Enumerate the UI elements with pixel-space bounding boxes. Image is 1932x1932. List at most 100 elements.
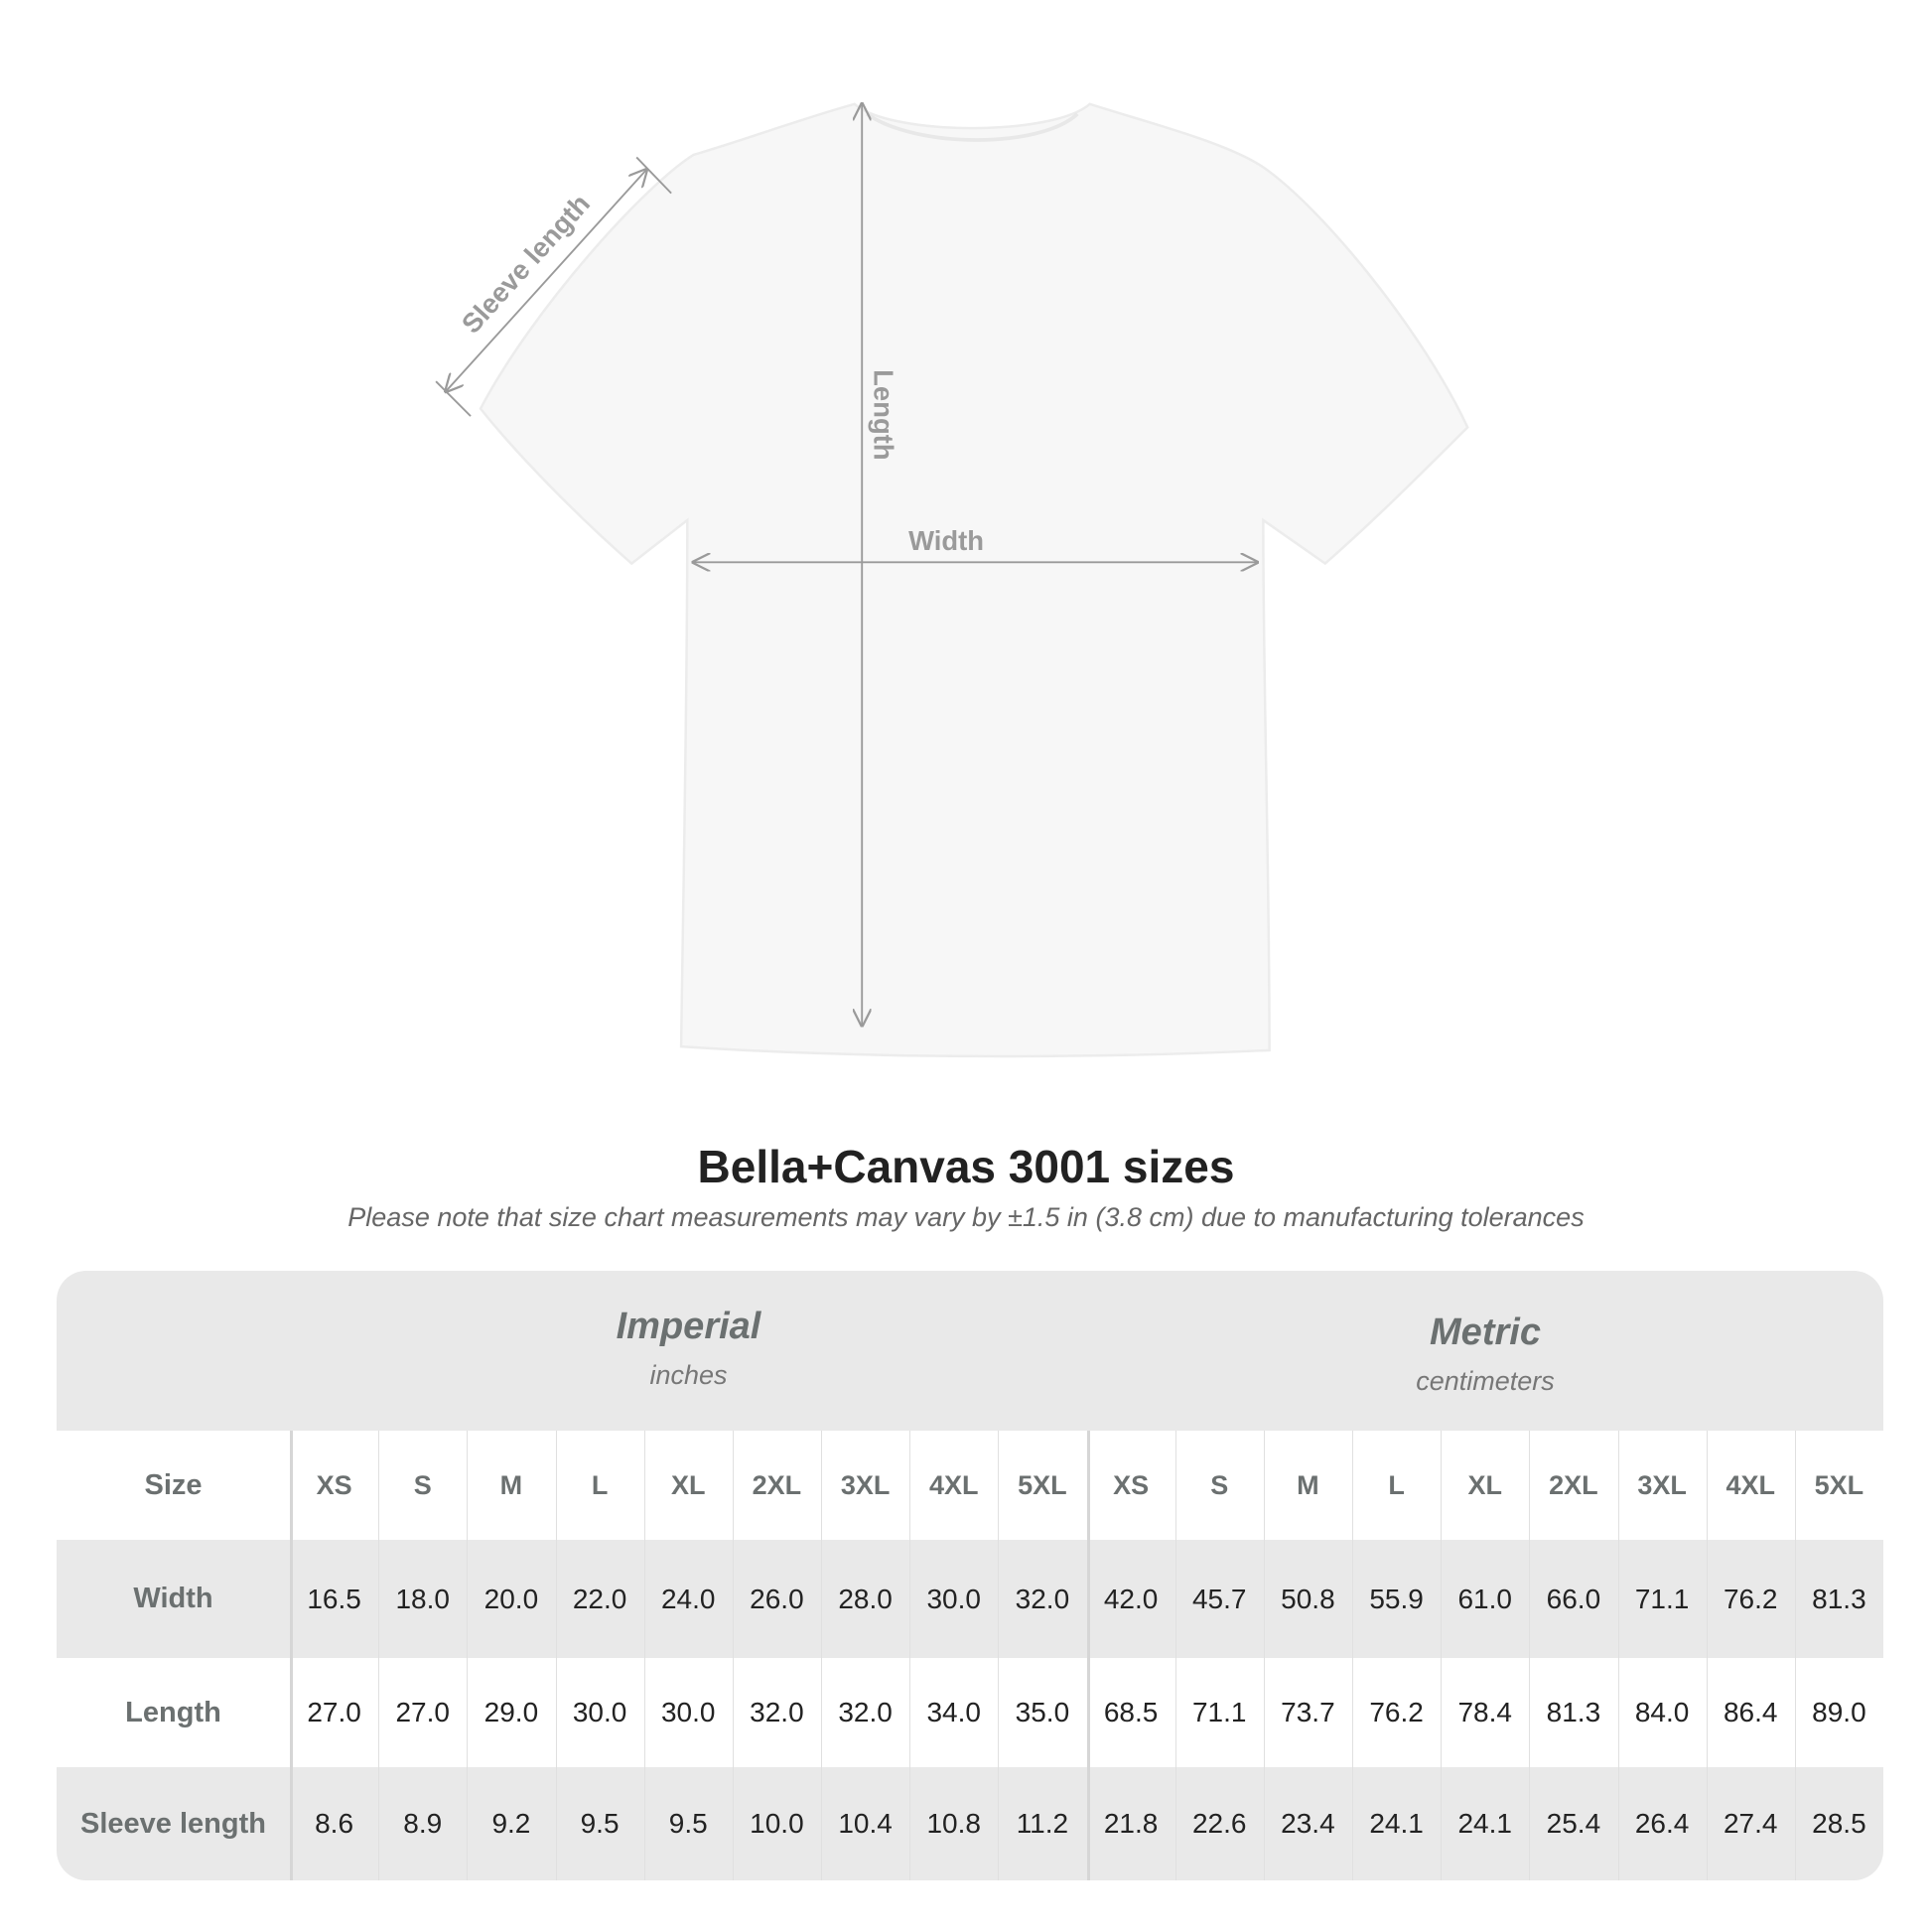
- size-header: L: [1388, 1469, 1405, 1500]
- table-cell: 81.3: [1812, 1583, 1866, 1614]
- size-header: 4XL: [928, 1469, 979, 1500]
- size-header: 3XL: [840, 1469, 891, 1500]
- table-cell: 10.8: [926, 1808, 981, 1839]
- table-cell: 27.0: [395, 1697, 450, 1727]
- size-header: S: [413, 1469, 432, 1500]
- group-unit: centimeters: [1416, 1366, 1555, 1396]
- table-cell: 71.1: [1634, 1583, 1690, 1614]
- group-imperial: Imperial inches: [290, 1306, 1087, 1391]
- column-divider: [821, 1431, 822, 1880]
- row-label-size: Size: [144, 1468, 203, 1501]
- row-band-width: [57, 1540, 1883, 1658]
- size-header: 2XL: [1549, 1469, 1598, 1500]
- table-cell: 8.6: [315, 1808, 354, 1839]
- table-cell: 76.2: [1723, 1583, 1778, 1614]
- table-cell: 9.5: [668, 1808, 708, 1839]
- column-divider: [643, 1431, 645, 1880]
- table-cell: 73.7: [1281, 1697, 1335, 1727]
- table-cell: 10.0: [750, 1808, 804, 1839]
- tolerance-note: Please note that size chart measurements…: [347, 1202, 1585, 1232]
- table-cell: 27.4: [1723, 1808, 1778, 1839]
- size-header: L: [591, 1469, 609, 1500]
- group-header-band: [57, 1271, 1883, 1431]
- table-cell: 66.0: [1546, 1583, 1601, 1614]
- table-cell: 76.2: [1369, 1697, 1424, 1727]
- width-label: Width: [908, 525, 984, 556]
- table-cell: 24.1: [1369, 1808, 1424, 1839]
- column-divider: [732, 1431, 734, 1880]
- table-cell: 81.3: [1546, 1697, 1601, 1727]
- row-label: Width: [133, 1583, 213, 1614]
- size-header: XL: [670, 1469, 706, 1500]
- column-divider: [1617, 1431, 1619, 1880]
- column-divider: [467, 1431, 469, 1880]
- table-cell: 22.6: [1191, 1808, 1247, 1839]
- table-cell: 20.0: [483, 1583, 539, 1614]
- column-divider: [1352, 1431, 1353, 1880]
- column-divider: [378, 1431, 380, 1880]
- tshirt-shape: [479, 102, 1469, 1058]
- table-cell: 11.2: [1016, 1808, 1069, 1839]
- column-divider: [1706, 1431, 1708, 1880]
- table-cell: 84.0: [1634, 1697, 1690, 1727]
- table-cell: 86.4: [1723, 1697, 1778, 1727]
- table-cell: 30.0: [572, 1697, 627, 1727]
- table-cell: 42.0: [1103, 1583, 1159, 1614]
- table-cell: 24.1: [1457, 1808, 1512, 1839]
- size-header: M: [1297, 1469, 1319, 1500]
- table-cell: 68.5: [1103, 1697, 1159, 1727]
- row-band-sleeve: [57, 1767, 1883, 1880]
- column-divider: [909, 1431, 911, 1880]
- table-cell: 8.9: [403, 1808, 443, 1839]
- table-cell: 32.0: [750, 1697, 804, 1727]
- size-table: Imperial inches Metric centimeters Size X…: [57, 1271, 1883, 1880]
- size-header: 5XL: [1814, 1469, 1864, 1500]
- group-name: Imperial: [616, 1306, 761, 1347]
- table-cell: 9.5: [580, 1808, 620, 1839]
- table-cell: 21.8: [1103, 1808, 1159, 1839]
- table-cell: 18.0: [395, 1583, 450, 1614]
- column-divider: [1174, 1431, 1176, 1880]
- table-cell: 89.0: [1812, 1697, 1866, 1727]
- table-cell: 29.0: [483, 1697, 539, 1727]
- column-divider: [1794, 1431, 1796, 1880]
- row-label: Length: [125, 1696, 221, 1728]
- table-cell: 28.5: [1812, 1808, 1866, 1839]
- size-header: 2XL: [752, 1469, 802, 1500]
- table-cell: 24.0: [660, 1583, 716, 1614]
- table-cell: 23.4: [1281, 1808, 1335, 1839]
- table-cell: 26.0: [750, 1583, 804, 1614]
- group-unit: inches: [649, 1360, 728, 1390]
- table-cell: 27.0: [307, 1697, 361, 1727]
- size-header: XS: [316, 1469, 352, 1500]
- table-cell: 10.4: [838, 1808, 893, 1839]
- size-header: 4XL: [1725, 1469, 1775, 1500]
- table-cell: 30.0: [926, 1583, 981, 1614]
- sleeve-length-arrow: [446, 170, 646, 391]
- size-header: XS: [1113, 1469, 1150, 1500]
- table-cell: 61.0: [1457, 1583, 1512, 1614]
- size-header: 3XL: [1637, 1469, 1687, 1500]
- table-cell: 50.8: [1281, 1583, 1335, 1614]
- size-header: XL: [1467, 1469, 1502, 1500]
- table-cell: 78.4: [1457, 1697, 1512, 1727]
- row-label: Sleeve length: [80, 1807, 266, 1840]
- table-cell: 30.0: [660, 1697, 716, 1727]
- column-divider: [1086, 1431, 1090, 1880]
- column-divider: [998, 1431, 1000, 1880]
- column-divider: [290, 1431, 293, 1880]
- table-cell: 45.7: [1191, 1583, 1247, 1614]
- column-divider: [1263, 1431, 1265, 1880]
- table-cell: 16.5: [307, 1583, 361, 1614]
- table-cell: 35.0: [1015, 1697, 1070, 1727]
- length-label: Length: [869, 369, 899, 460]
- column-divider: [1529, 1431, 1531, 1880]
- column-divider: [1441, 1431, 1443, 1880]
- table-cell: 26.4: [1634, 1808, 1690, 1839]
- table-cell: 9.2: [491, 1808, 531, 1839]
- group-metric: Metric centimeters: [1087, 1311, 1883, 1397]
- chart-title: Bella+Canvas 3001 sizes: [697, 1141, 1235, 1192]
- size-header: M: [499, 1469, 523, 1500]
- size-header: S: [1210, 1469, 1229, 1500]
